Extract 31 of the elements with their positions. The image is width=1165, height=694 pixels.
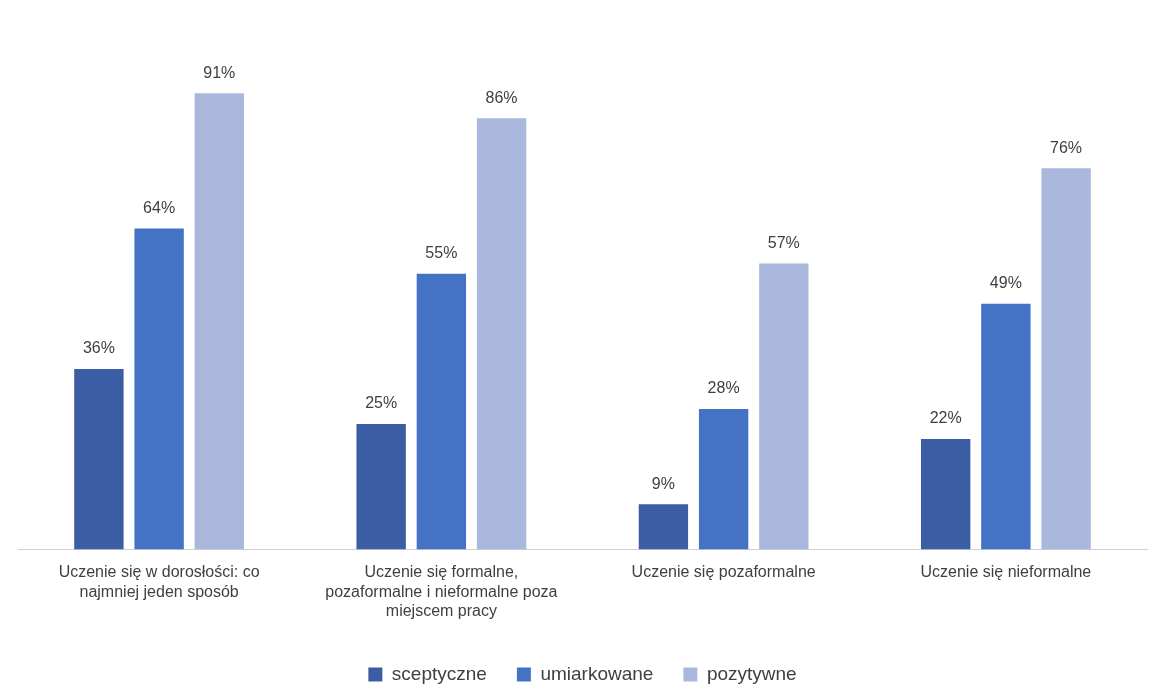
data-label: 76% bbox=[1050, 138, 1083, 156]
data-label: 22% bbox=[929, 409, 962, 427]
x-tick-label: Uczenie się nieformalne bbox=[920, 563, 1092, 581]
data-label: 49% bbox=[989, 274, 1022, 292]
bar bbox=[1041, 168, 1091, 550]
legend-label: sceptyczne bbox=[391, 662, 487, 684]
bar bbox=[416, 273, 467, 550]
bar bbox=[981, 303, 1031, 550]
bar bbox=[638, 504, 689, 550]
legend-label: umiarkowane bbox=[540, 662, 654, 684]
bar bbox=[759, 263, 809, 550]
data-label: 9% bbox=[651, 474, 675, 492]
bar bbox=[74, 368, 124, 550]
data-label: 57% bbox=[767, 234, 800, 252]
bar bbox=[356, 424, 406, 550]
data-label: 55% bbox=[425, 244, 458, 262]
data-label: 86% bbox=[485, 88, 518, 106]
x-tick-label: Uczenie się w dorosłości: co najmniej jeden sposób bbox=[58, 563, 260, 600]
x-tick-label: Uczenie się formalne, pozaformalne i nieformalne poza miejscem pracy bbox=[325, 563, 558, 619]
x-tick-label: Uczenie się pozaformalne bbox=[631, 563, 816, 581]
data-label: 91% bbox=[203, 63, 236, 81]
bar bbox=[920, 439, 971, 550]
data-label: 25% bbox=[365, 394, 398, 412]
data-label: 36% bbox=[82, 339, 115, 357]
bar bbox=[194, 93, 245, 550]
bar bbox=[698, 409, 749, 550]
legend-label: pozytywne bbox=[706, 662, 797, 684]
bar bbox=[476, 118, 527, 550]
bar bbox=[134, 228, 184, 550]
data-label: 64% bbox=[143, 198, 176, 216]
data-label: 28% bbox=[707, 379, 740, 397]
